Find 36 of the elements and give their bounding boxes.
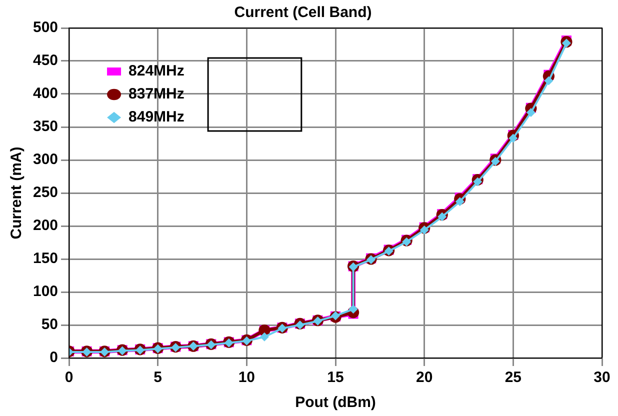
y-tick-label: 500 — [32, 19, 58, 36]
point — [526, 108, 536, 117]
point — [562, 38, 571, 48]
y-axis-title: Current (mA) — [8, 146, 26, 240]
y-tick-label: 250 — [32, 184, 58, 202]
legend-label: 824MHz — [128, 62, 184, 80]
x-tick-label: 5 — [154, 369, 162, 386]
legend-label: 849MHz — [128, 108, 184, 126]
y-tick-label: 450 — [32, 52, 58, 70]
x-tick-label: 15 — [327, 369, 344, 386]
x-tick-label: 20 — [416, 369, 433, 386]
point — [473, 177, 482, 186]
y-tick-label: 50 — [41, 316, 58, 334]
point — [490, 156, 500, 166]
y-tick-label: 300 — [32, 151, 58, 168]
x-tick-label: 10 — [238, 369, 256, 386]
point — [348, 304, 358, 314]
y-tick-label: 400 — [32, 85, 58, 102]
y-tick-label: 150 — [32, 250, 58, 268]
y-tick-label: 100 — [32, 283, 58, 300]
y-tick-label: 0 — [50, 349, 58, 366]
point — [455, 197, 464, 206]
x-tick-label: 30 — [594, 369, 610, 386]
point — [420, 225, 429, 234]
x-tick-label: 25 — [504, 369, 522, 386]
y-tick-label: 350 — [32, 118, 58, 136]
x-axis-title: Pout (dBm) — [295, 394, 376, 412]
chart-title: Current (Cell Band) — [234, 4, 372, 22]
legend-label: 837MHz — [128, 86, 184, 103]
point — [438, 212, 447, 222]
point — [260, 332, 269, 342]
x-tick-label: 0 — [64, 369, 74, 386]
point — [544, 76, 554, 86]
y-tick-label: 200 — [32, 217, 58, 234]
point — [508, 134, 518, 143]
point — [402, 237, 412, 246]
